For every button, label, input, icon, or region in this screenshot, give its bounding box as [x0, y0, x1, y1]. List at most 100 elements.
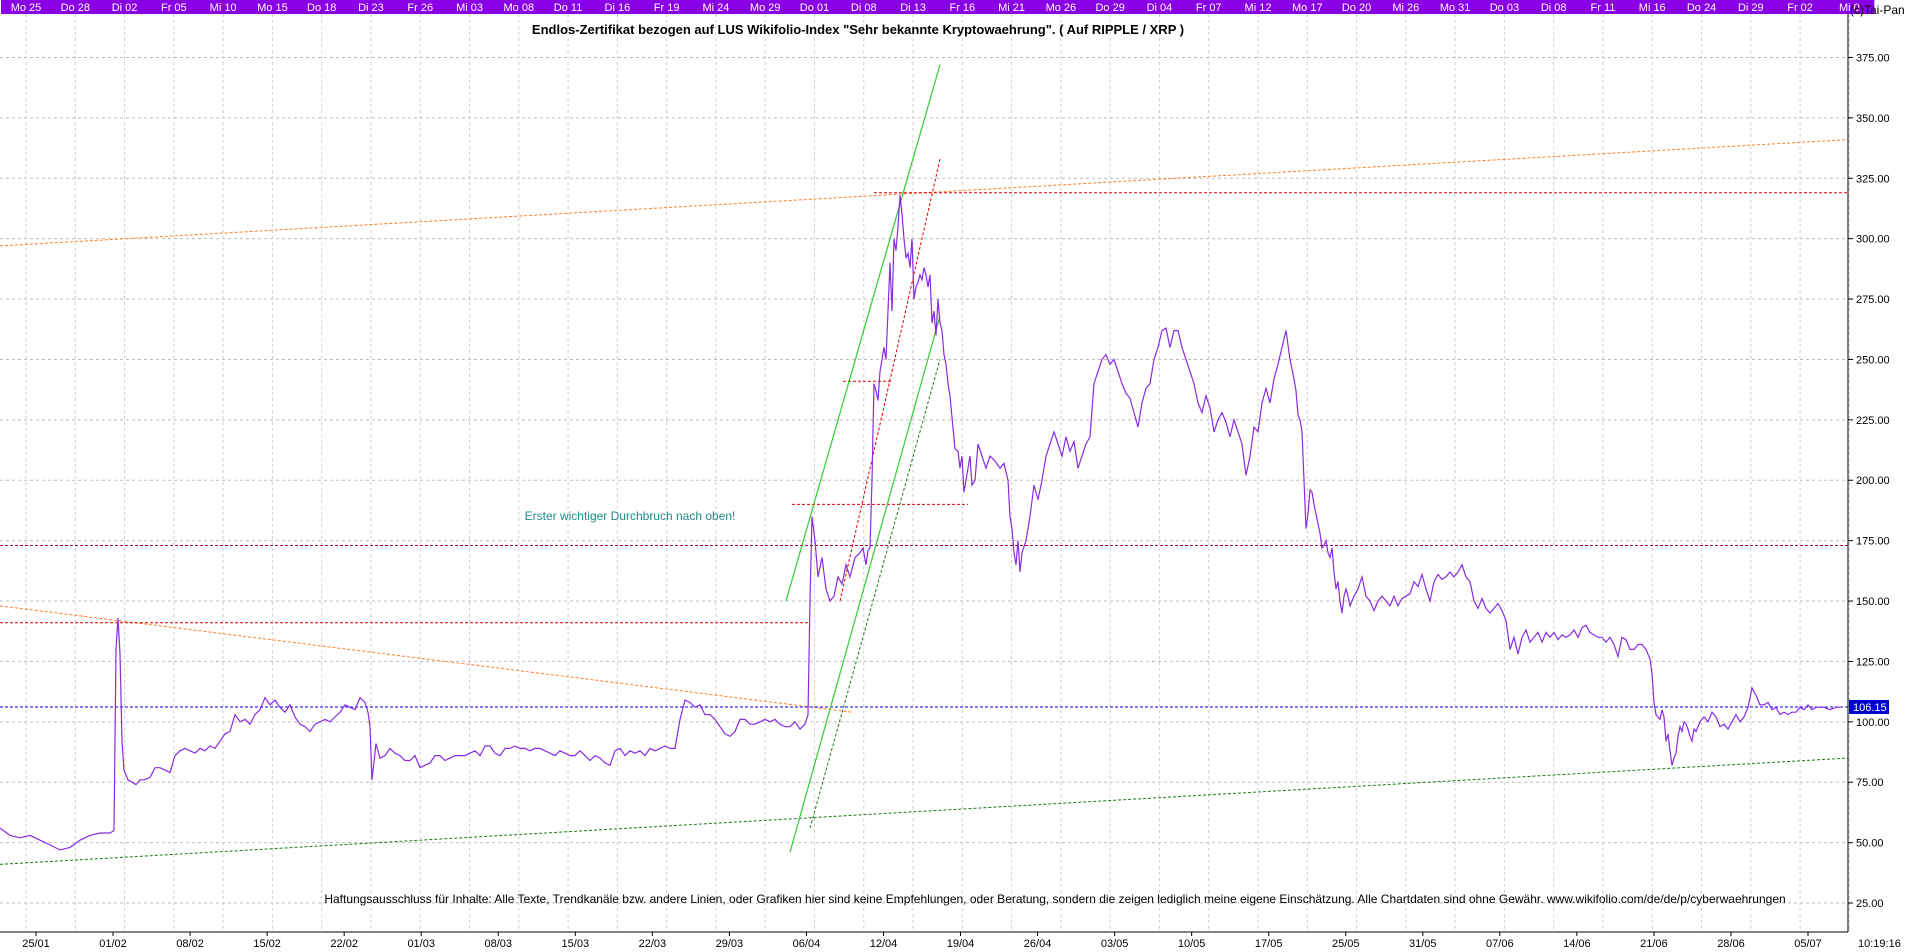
top-day-box: [690, 0, 741, 14]
x-tick-label: 19/04: [947, 938, 975, 950]
copyright-label: (c)Tai-Pan: [1850, 3, 1905, 17]
y-tick-label: 375.00: [1856, 52, 1890, 64]
x-tick-label: 25/01: [22, 938, 50, 950]
top-day-box: [296, 0, 347, 14]
y-axis: 25.00 50.00 75.00 100.00 125.00 150.00 175.00 2…: [1847, 14, 1890, 932]
top-day-label: Mi 24: [702, 2, 729, 14]
top-day-label: Di 08: [1541, 2, 1567, 14]
current-value-label: 106.15: [1853, 702, 1887, 714]
top-day-label: Di 08: [851, 2, 877, 14]
top-day-label: Do 11: [554, 2, 583, 14]
x-tick-label: 15/02: [253, 938, 281, 950]
x-tick-label: 14/06: [1563, 938, 1591, 950]
top-day-box: [1676, 0, 1727, 14]
top-day-label: Do 20: [1342, 2, 1371, 14]
x-tick-label: 31/05: [1409, 938, 1437, 950]
y-tick-label: 200.00: [1856, 475, 1890, 487]
top-day-label: Fr 26: [407, 2, 433, 14]
top-day-label: Do 18: [307, 2, 336, 14]
y-tick-label: 150.00: [1856, 596, 1890, 608]
top-day-box: [1331, 0, 1382, 14]
top-day-box: [543, 0, 594, 14]
clock-label: 10:19:16: [1858, 938, 1901, 950]
x-tick-label: 26/04: [1024, 938, 1052, 950]
y-tick-label: 225.00: [1856, 415, 1890, 427]
top-day-label: Fr 07: [1196, 2, 1222, 14]
top-day-box: [395, 0, 446, 14]
trendlines: [0, 64, 1849, 865]
top-day-box: [198, 0, 249, 14]
top-day-label: Fr 02: [1787, 2, 1813, 14]
x-tick-label: 05/07: [1794, 938, 1822, 950]
top-day-box: [1183, 0, 1234, 14]
disclaimer-text: Haftungsausschluss für Inhalte: Alle Tex…: [324, 892, 1785, 906]
top-day-box: [838, 0, 889, 14]
top-day-box: [1479, 0, 1530, 14]
top-day-box: [937, 0, 988, 14]
top-day-label: Di 23: [358, 2, 384, 14]
x-tick-label: 22/02: [330, 938, 358, 950]
x-tick-label: 08/02: [176, 938, 204, 950]
y-tick-label: 325.00: [1856, 173, 1890, 185]
top-day-label: Di 13: [900, 2, 926, 14]
top-day-label: Do 29: [1095, 2, 1124, 14]
x-tick-label: 15/03: [562, 938, 590, 950]
top-day-label: Mo 25: [11, 2, 42, 14]
top-day-label: Di 04: [1147, 2, 1173, 14]
top-day-label: Mi 12: [1245, 2, 1272, 14]
top-day-box: [148, 0, 199, 14]
trendline-green-bottom: [0, 757, 1849, 865]
x-tick-label: 01/02: [99, 938, 127, 950]
top-day-box: [444, 0, 495, 14]
channel-dashed-red: [839, 158, 941, 602]
top-day-box: [50, 0, 101, 14]
top-day-label: Mo 08: [504, 2, 535, 14]
top-day-label: Mi 03: [456, 2, 483, 14]
x-tick-label: 25/05: [1332, 938, 1360, 950]
top-day-label: Mo 29: [750, 2, 781, 14]
y-tick-label: 25.00: [1856, 898, 1884, 910]
top-day-box: [1, 0, 51, 14]
series-layer: [0, 195, 1843, 851]
top-day-box: [1627, 0, 1678, 14]
y-tick-label: 100.00: [1856, 717, 1890, 729]
top-day-box: [1725, 0, 1776, 14]
top-day-label: Do 24: [1687, 2, 1716, 14]
top-day-label: Fr 19: [654, 2, 680, 14]
channel-green-lower: [789, 315, 941, 853]
top-day-label: Mi 10: [210, 2, 237, 14]
top-day-label: Mo 31: [1440, 2, 1471, 14]
top-day-label: Mi 26: [1392, 2, 1419, 14]
top-day-label: Do 01: [800, 2, 829, 14]
y-tick-label: 275.00: [1856, 294, 1890, 306]
channel-green-upper: [785, 64, 941, 602]
annotation-text: Erster wichtiger Durchbruch nach oben!: [525, 509, 736, 523]
y-tick-label: 75.00: [1856, 777, 1884, 789]
x-tick-label: 21/06: [1640, 938, 1668, 950]
top-day-label: Mi 16: [1639, 2, 1666, 14]
x-tick-label: 06/04: [793, 938, 821, 950]
x-tick-label: 12/04: [870, 938, 898, 950]
top-day-box: [1824, 0, 1875, 14]
top-day-box: [1380, 0, 1431, 14]
top-day-box: [99, 0, 150, 14]
top-day-box: [1134, 0, 1185, 14]
top-day-label: Fr 11: [1591, 2, 1616, 14]
x-tick-label: 17/05: [1255, 938, 1283, 950]
y-tick-label: 125.00: [1856, 656, 1890, 668]
top-day-box: [986, 0, 1037, 14]
top-day-label: Do 03: [1490, 2, 1519, 14]
top-day-box: [1282, 0, 1333, 14]
top-day-label: Di 02: [112, 2, 138, 14]
x-tick-label: 29/03: [716, 938, 744, 950]
y-tick-label: 350.00: [1856, 113, 1890, 125]
x-tick-label: 01/03: [407, 938, 435, 950]
top-day-box: [1775, 0, 1826, 14]
x-tick-label: 03/05: [1101, 938, 1129, 950]
top-day-label: Mo 15: [257, 2, 288, 14]
top-day-label: Di 29: [1738, 2, 1764, 14]
top-day-box: [1577, 0, 1628, 14]
x-tick-label: 22/03: [639, 938, 667, 950]
chart-title: Endlos-Zertifikat bezogen auf LUS Wikifo…: [532, 22, 1184, 37]
